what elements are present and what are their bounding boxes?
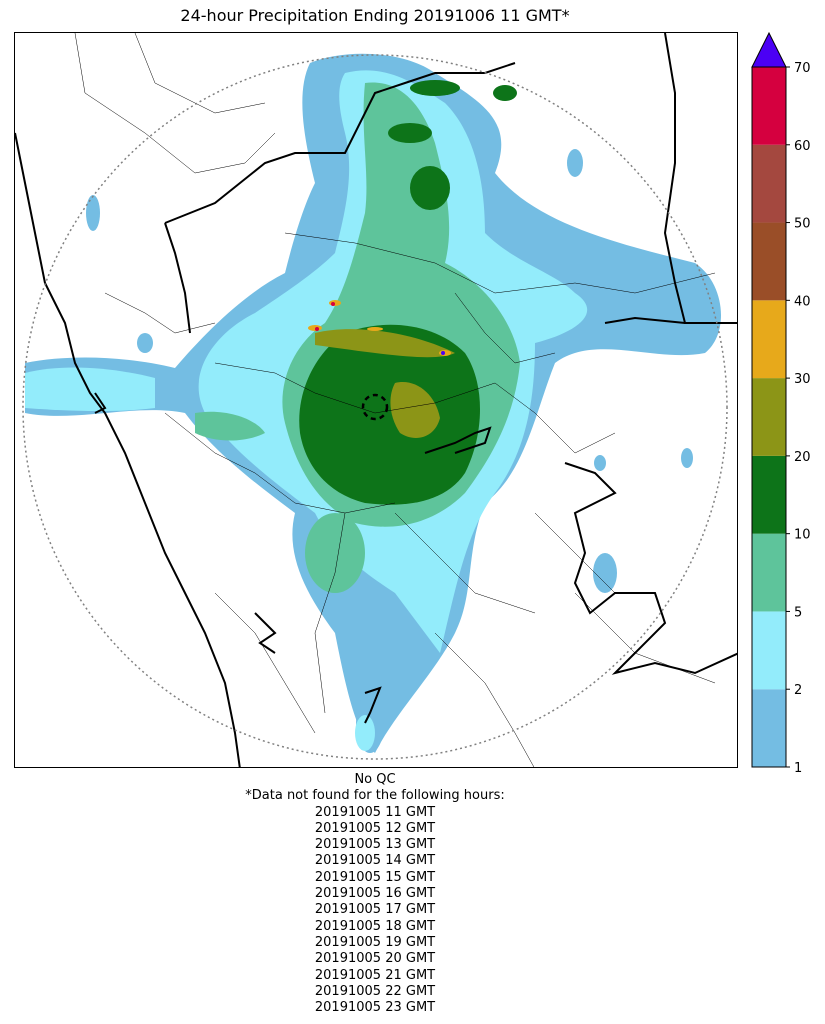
colorbar-segment: [752, 144, 786, 223]
colorbar-svg: 1 2 5 10 20 30 40 50 60 70: [751, 31, 811, 776]
state-borders: [15, 33, 737, 767]
map-canvas: [15, 33, 737, 767]
colorbar-tick-label: 10: [794, 528, 811, 543]
precip-layer-10-20mm: [299, 80, 517, 505]
missing-hour-item: 20191005 11 GMT: [314, 804, 436, 820]
missing-hour-item: 20191005 18 GMT: [314, 918, 436, 934]
district-borders: [74, 33, 716, 767]
missing-hour-item: 20191005 21 GMT: [314, 967, 436, 983]
colorbar-segment: [752, 222, 786, 301]
missing-hour-item: 20191005 17 GMT: [314, 902, 436, 918]
colorbar-tick-label: 60: [794, 139, 811, 154]
radar-site-marker: [361, 393, 389, 421]
precip-layer-60-70mm: [315, 302, 335, 331]
colorbar-segment: [752, 300, 786, 379]
precip-layer-over-70mm: [441, 351, 445, 355]
colorbar-segment: [752, 455, 786, 534]
footer: No QC *Data not found for the following …: [0, 772, 750, 1016]
colorbar-segment: [752, 67, 786, 145]
colorbar-segment: [752, 378, 786, 456]
colorbar-tick-label: 1: [794, 761, 802, 772]
qc-status: No QC: [354, 772, 396, 787]
map-title: 24-hour Precipitation Ending 20191006 11…: [180, 6, 570, 25]
colorbar: 1 2 5 10 20 30 40 50 60 70: [748, 30, 825, 776]
missing-hour-item: 20191005 22 GMT: [314, 983, 436, 999]
missing-hour-item: 20191005 20 GMT: [314, 951, 436, 967]
colorbar-tick-label: 50: [794, 217, 811, 232]
precip-layer-20-30mm: [315, 329, 455, 438]
colorbar-tick-label: 70: [794, 61, 811, 76]
missing-hour-item: 20191005 14 GMT: [314, 853, 436, 869]
colorbar-segment: [752, 689, 786, 767]
colorbar-segment: [752, 611, 786, 690]
missing-hour-item: 20191005 23 GMT: [314, 1000, 436, 1016]
precipitation-map: [14, 32, 738, 768]
missing-hour-item: 20191005 12 GMT: [314, 820, 436, 836]
missing-hour-item: 20191005 19 GMT: [314, 934, 436, 950]
missing-hour-item: 20191005 15 GMT: [314, 869, 436, 885]
missing-hours-list: 20191005 11 GMT 20191005 12 GMT 20191005 1…: [0, 805, 750, 1017]
colorbar-tick-label: 2: [794, 683, 802, 698]
missing-hour-item: 20191005 13 GMT: [314, 837, 436, 853]
missing-hour-item: 20191005 16 GMT: [314, 886, 436, 902]
missing-data-note: *Data not found for the following hours:: [245, 788, 505, 804]
colorbar-tick-label: 40: [794, 294, 811, 309]
colorbar-segment: [752, 533, 786, 612]
colorbar-tick-label: 30: [794, 372, 811, 387]
colorbar-tick-label: 20: [794, 450, 811, 465]
radar-range-ring: [22, 54, 728, 760]
colorbar-outline: [751, 66, 787, 768]
colorbar-tick-label: 5: [794, 605, 802, 620]
colorbar-extend-arrow: [751, 31, 787, 68]
